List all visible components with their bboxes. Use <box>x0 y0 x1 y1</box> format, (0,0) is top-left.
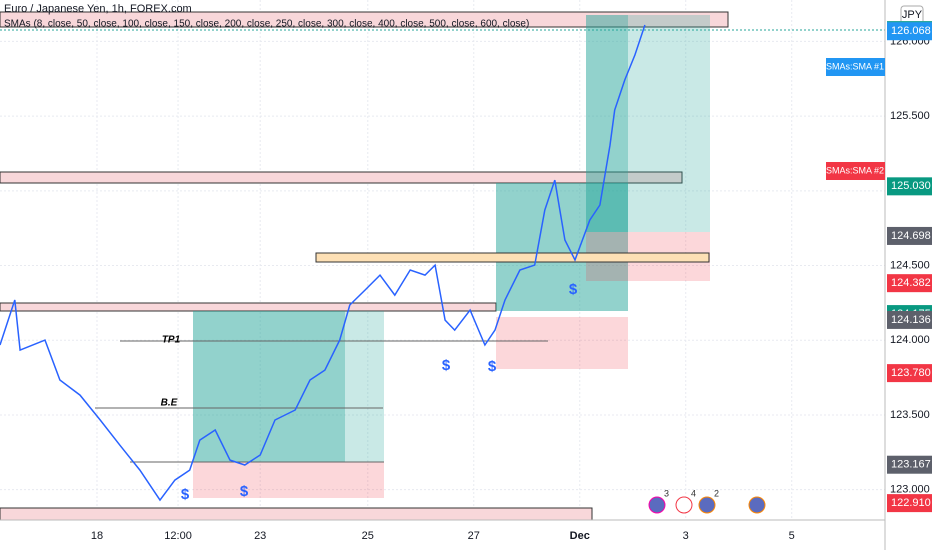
annotation: $ <box>488 358 497 375</box>
price-badge-label: 124.382 <box>891 277 931 289</box>
x-tick-label: 23 <box>254 530 266 542</box>
zone <box>0 302 497 312</box>
chart-title: Euro / Japanese Yen, 1h, FOREX.com <box>4 3 192 15</box>
price-badge <box>887 455 932 474</box>
annotation: $ <box>569 281 578 298</box>
profit-zone <box>586 15 628 232</box>
price-badge-label: 123.780 <box>891 367 931 379</box>
price-badge-label: 126.068 <box>891 25 931 37</box>
plot <box>0 24 646 502</box>
price-badge-label: 124.698 <box>891 230 931 242</box>
price-badge-label: 122.910 <box>891 497 931 509</box>
y-tick-label: 123.000 <box>890 484 930 496</box>
zone <box>0 171 683 184</box>
x-tick-label: 3 <box>683 530 689 542</box>
y-tick-label: 124.000 <box>890 334 930 346</box>
x-tick-label: 27 <box>468 530 480 542</box>
price-badge <box>887 274 932 293</box>
zone <box>0 507 593 521</box>
sma-label-box <box>826 162 885 180</box>
price-badge <box>887 494 932 513</box>
zone <box>315 252 710 263</box>
price-badge <box>887 177 932 196</box>
events[interactable]: 3 4 2 <box>648 488 766 514</box>
x-tick-label: 12:00 <box>164 530 192 542</box>
event-icon[interactable] <box>648 496 666 514</box>
loss-zone <box>193 462 384 498</box>
annotation: TP1 <box>162 335 181 346</box>
zone <box>0 11 729 28</box>
annotation: $ <box>442 357 451 374</box>
sma-label: SMAs:SMA #1 <box>826 61 884 71</box>
price-badge <box>887 310 932 329</box>
y-tick-label: 123.500 <box>890 409 930 421</box>
price-badge-label: 125.030 <box>891 180 931 192</box>
event-count: 3 <box>664 488 669 498</box>
y-tick-label: 124.500 <box>890 259 930 271</box>
price-line <box>0 24 646 502</box>
event-icon[interactable] <box>748 496 766 514</box>
profit-zone <box>193 311 345 462</box>
profit-zone <box>628 15 710 232</box>
indicator-legend: SMAs (8, close, 50, close, 100, close, 1… <box>4 19 529 30</box>
x-tick-label: 5 <box>789 530 795 542</box>
price-badge <box>887 364 932 383</box>
sma-label: SMAs:SMA #2 <box>826 165 884 175</box>
annotation: $ <box>181 486 190 503</box>
price-badge <box>887 22 932 41</box>
loss-zone <box>496 317 628 369</box>
price-badge-label: 123.167 <box>891 459 931 471</box>
profit-zone <box>345 311 384 462</box>
price-badge-label: 124.136 <box>891 314 931 326</box>
annotation: $ <box>240 483 249 500</box>
x-tick-label: Dec <box>570 530 590 542</box>
sma-label-box <box>826 58 885 76</box>
x-tick-label: 25 <box>362 530 374 542</box>
y-tick-label: 125.500 <box>890 110 930 122</box>
x-tick-label: 18 <box>91 530 103 542</box>
event-count: 2 <box>714 488 719 498</box>
price-badge <box>887 226 932 245</box>
currency[interactable]: JPY <box>902 9 923 21</box>
event-count: 4 <box>691 488 696 498</box>
event-icon[interactable] <box>675 496 693 514</box>
annotation: B.E <box>161 398 178 409</box>
event-icon[interactable] <box>698 496 716 514</box>
